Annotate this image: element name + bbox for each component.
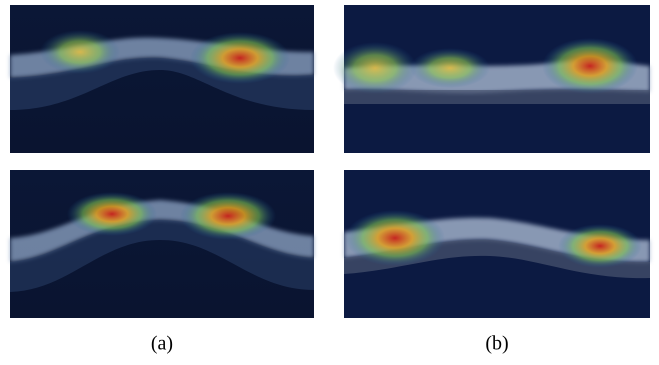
- heat-blob: [410, 48, 490, 88]
- image-b-top: [333, 5, 650, 153]
- retina-lower: [344, 90, 650, 104]
- heat-blob: [67, 192, 157, 236]
- heat-blob: [180, 192, 276, 240]
- heat-blob: [333, 42, 417, 94]
- heat-blob: [542, 38, 638, 94]
- heat-blob: [558, 224, 642, 268]
- panel-label: (b): [485, 333, 508, 355]
- image-a-top: [10, 5, 314, 153]
- image-b-bottom: [344, 170, 650, 318]
- image-a-bottom: [10, 170, 314, 318]
- heat-blob: [190, 32, 290, 84]
- heat-blob: [40, 30, 120, 74]
- panel-label: (a): [151, 333, 173, 355]
- heat-blob: [345, 210, 445, 266]
